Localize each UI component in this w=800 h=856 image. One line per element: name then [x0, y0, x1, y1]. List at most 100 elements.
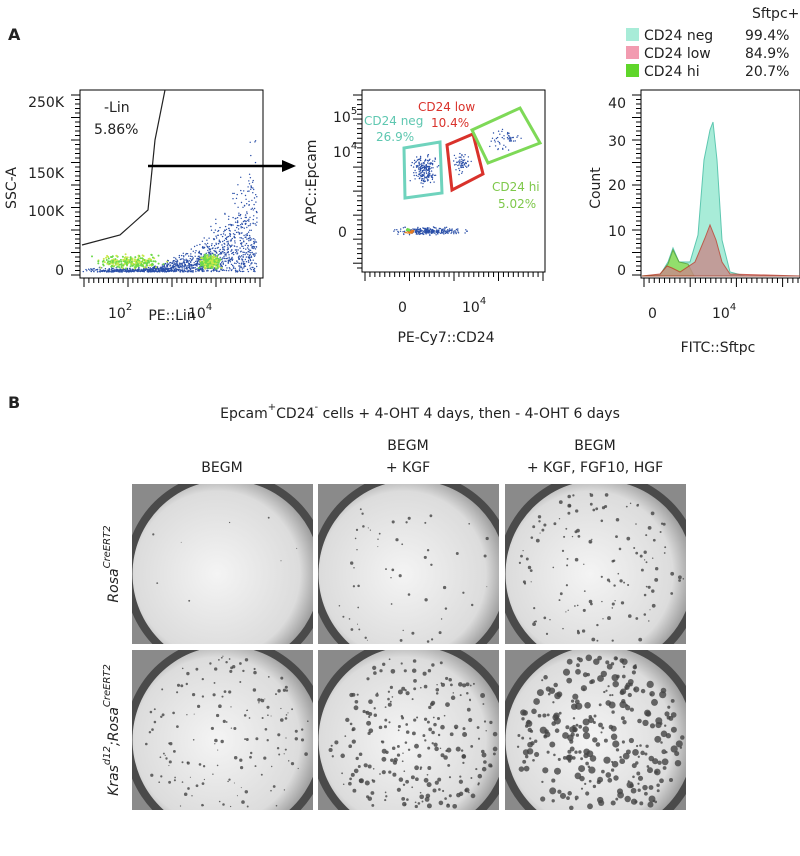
- colony: [558, 500, 563, 504]
- event: [153, 271, 155, 273]
- event: [452, 231, 455, 233]
- event: [130, 270, 132, 272]
- colony: [267, 675, 270, 678]
- event: [239, 266, 241, 269]
- event: [255, 194, 257, 196]
- event: [465, 161, 467, 164]
- event: [467, 165, 469, 167]
- event: [411, 230, 414, 232]
- colony: [384, 718, 388, 722]
- colony: [230, 727, 233, 729]
- colony: [354, 699, 359, 704]
- gate-pct: 10.4%: [431, 116, 469, 130]
- event: [246, 238, 248, 240]
- event: [413, 159, 416, 162]
- colony: [635, 551, 639, 555]
- event: [425, 168, 427, 170]
- event: [508, 132, 510, 134]
- event: [120, 260, 123, 263]
- event: [150, 260, 153, 263]
- event: [246, 252, 248, 254]
- event: [239, 215, 241, 217]
- colony: [566, 564, 569, 567]
- event: [407, 229, 409, 231]
- event: [444, 227, 446, 229]
- event: [192, 264, 194, 267]
- colony: [648, 795, 656, 803]
- event: [223, 246, 226, 248]
- colony: [401, 716, 405, 720]
- event: [501, 128, 504, 131]
- event: [203, 265, 206, 268]
- colony: [230, 706, 232, 708]
- event: [193, 267, 195, 269]
- event: [497, 140, 499, 143]
- event: [204, 261, 207, 264]
- event: [249, 249, 251, 251]
- colony: [391, 520, 395, 524]
- event: [216, 254, 219, 257]
- event: [240, 217, 242, 220]
- colony: [401, 543, 404, 546]
- colony: [608, 724, 614, 730]
- event: [505, 146, 507, 148]
- event: [250, 154, 252, 157]
- colony: [661, 749, 667, 755]
- event: [206, 259, 209, 262]
- column-header: BEGM: [574, 438, 615, 454]
- event: [203, 258, 206, 261]
- event: [175, 259, 177, 261]
- colony: [622, 665, 626, 668]
- tick-exp: 4: [730, 302, 736, 313]
- event: [189, 267, 191, 270]
- colony: [428, 705, 432, 710]
- event: [255, 263, 257, 265]
- event: [207, 251, 210, 253]
- colony: [546, 713, 550, 717]
- event: [191, 267, 193, 269]
- event: [194, 255, 196, 257]
- colony: [530, 536, 534, 539]
- colony: [291, 708, 294, 711]
- colony: [439, 661, 443, 665]
- colony: [488, 763, 493, 768]
- event: [212, 262, 215, 265]
- row-sup: CreERT2: [102, 525, 113, 568]
- event: [191, 264, 193, 267]
- colony: [356, 623, 359, 625]
- colony: [225, 721, 228, 723]
- event: [227, 262, 229, 264]
- event: [230, 258, 233, 260]
- event: [443, 229, 445, 232]
- colony: [597, 776, 604, 783]
- y-tick-label: 30: [608, 134, 626, 150]
- gate-name: -Lin: [104, 100, 130, 116]
- event: [246, 268, 249, 271]
- colony: [223, 690, 227, 693]
- event: [437, 233, 439, 235]
- event: [219, 253, 221, 255]
- colony: [176, 725, 179, 728]
- event: [423, 179, 425, 182]
- event: [228, 254, 230, 256]
- event: [212, 268, 215, 271]
- colony: [189, 776, 191, 778]
- event: [213, 231, 215, 234]
- event: [183, 259, 185, 261]
- colony: [579, 775, 585, 782]
- event: [145, 266, 148, 269]
- event: [130, 260, 133, 263]
- event: [175, 270, 178, 272]
- event: [230, 269, 233, 272]
- colony: [227, 780, 229, 783]
- colony: [522, 759, 527, 764]
- colony: [638, 637, 643, 642]
- event: [433, 230, 436, 232]
- colony: [428, 727, 433, 732]
- event: [244, 214, 247, 216]
- event: [236, 250, 238, 253]
- colony: [351, 692, 356, 697]
- colony: [609, 694, 612, 697]
- event: [239, 239, 241, 242]
- event: [121, 255, 124, 258]
